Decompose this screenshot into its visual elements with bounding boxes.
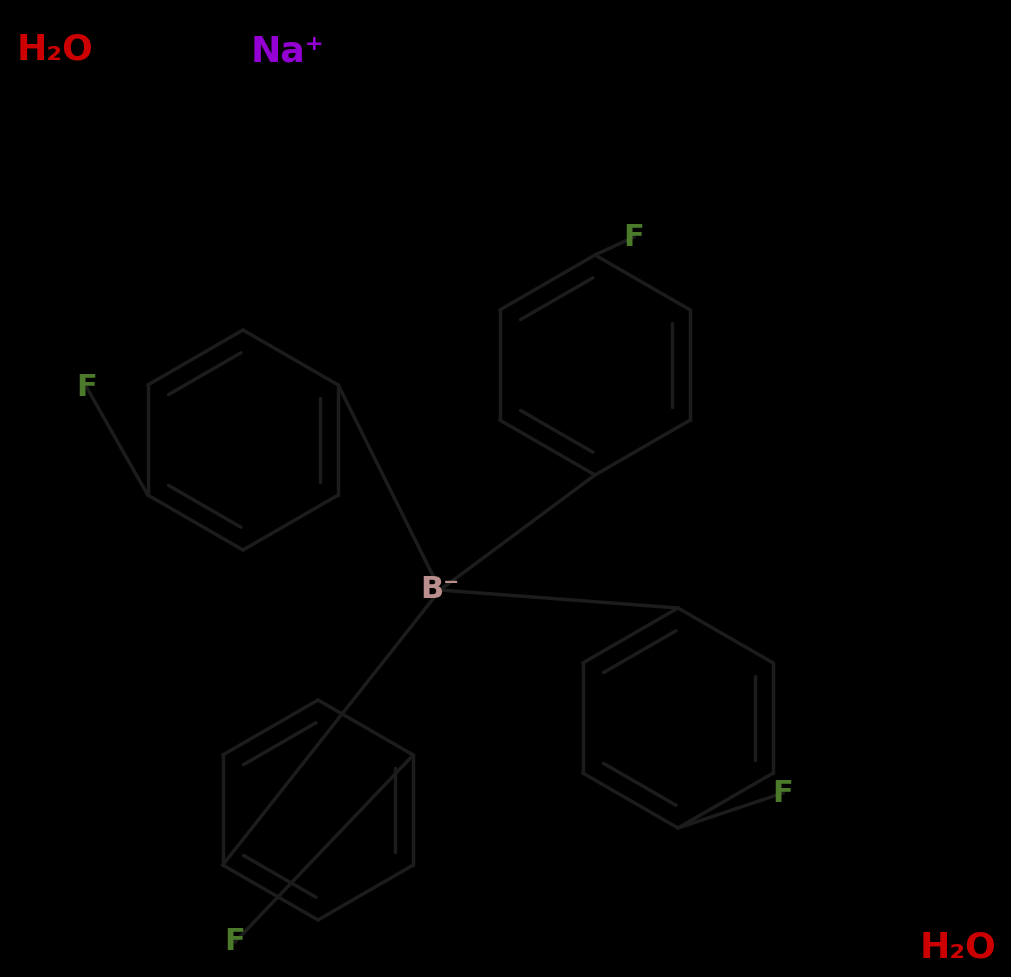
Text: H₂O: H₂O bbox=[16, 33, 93, 67]
Text: F: F bbox=[224, 927, 245, 956]
Text: F: F bbox=[77, 373, 97, 403]
Text: H₂O: H₂O bbox=[919, 931, 996, 965]
Text: B⁻: B⁻ bbox=[420, 575, 459, 605]
Text: Na⁺: Na⁺ bbox=[251, 35, 325, 69]
Text: F: F bbox=[771, 779, 793, 808]
Text: F: F bbox=[623, 223, 644, 251]
